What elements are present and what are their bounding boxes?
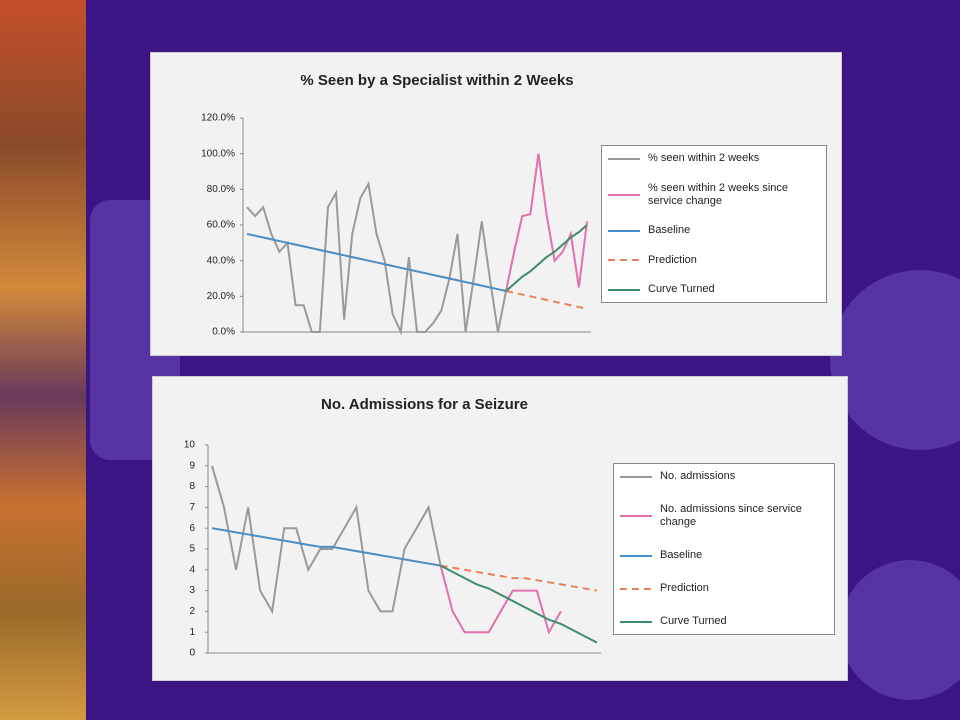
chart: % Seen by a Specialist within 2 Weeks 0.0… [201,72,591,338]
legend-entry: No. admissions since service change [618,503,830,529]
legend-label: % seen within 2 weeks since service chan… [648,181,789,207]
legend-entry: Baseline [618,549,830,562]
legend-swatch [620,475,652,478]
y-tick-label: 3 [189,585,195,596]
legend-swatch [620,515,652,517]
legend: % seen within 2 weeks % seen within 2 wee… [601,145,827,303]
legend-label: Prediction [660,582,709,594]
legend-label: No. admissions [660,470,736,482]
legend-swatch [608,229,640,232]
y-tick-label: 60.0% [207,220,235,231]
chart-title: % Seen by a Specialist within 2 Weeks [300,72,573,89]
legend-entry: Curve Turned [606,283,822,296]
series-line [246,232,507,292]
chart-title: No. Admissions for a Seizure [321,396,528,413]
y-tick-label: 5 [189,544,195,555]
legend-label: Curve Turned [648,283,715,295]
y-tick-label: 20.0% [207,291,235,302]
y-tick-label: 6 [189,523,195,534]
legend-entry: % seen within 2 weeks [606,152,822,165]
y-tick-label: 80.0% [207,184,235,195]
series-line [505,153,588,292]
legend-entry: Baseline [606,224,822,237]
decorative-gear [830,270,960,450]
y-tick-label: 100.0% [201,148,235,159]
legend-swatch [620,554,652,557]
y-tick-label: 2 [189,606,195,617]
legend-label: No. admissions since service change [660,503,802,528]
legend-label: % seen within 2 weeks [648,152,760,164]
y-tick-label: 40.0% [207,255,235,266]
series-line [440,564,598,592]
y-tick-label: 1 [189,627,195,638]
series-line [439,565,562,635]
series-line [440,564,598,644]
series-line [211,465,442,615]
series-line [246,181,508,336]
legend: No. admissions No. admissions since servi… [613,463,835,635]
chart-panel: % Seen by a Specialist within 2 Weeks 0.0… [150,52,842,356]
series-line [211,527,441,567]
y-tick-label: 8 [189,481,195,492]
legend-entry: % seen within 2 weeks since service chan… [606,182,822,208]
y-tick-label: 0 [189,648,195,659]
y-tick-label: 120.0% [201,113,235,124]
legend-label: Baseline [660,549,703,561]
legend-label: Curve Turned [660,615,727,627]
legend-entry: Prediction [618,582,830,595]
legend-swatch [620,620,652,623]
decorative-strip [0,0,86,720]
legend-swatch [608,288,640,291]
chart: No. Admissions for a Seizure 0 1 2 3 4 5 6 7 8 9 10 [184,396,601,659]
y-tick-label: 9 [189,460,195,471]
y-tick-label: 0.0% [212,327,235,338]
y-tick-label: 4 [189,564,195,575]
legend-swatch [608,259,640,261]
decorative-gear [840,560,960,700]
series-line [505,224,588,292]
legend-label: Baseline [648,224,691,236]
legend-label: Prediction [648,253,697,266]
legend-entry: No. admissions [618,470,830,483]
legend-entry: Curve Turned [618,615,830,628]
legend-swatch [620,587,652,590]
legend-swatch [608,157,640,160]
series-line [505,290,588,310]
legend-entry: Prediction [606,254,822,267]
y-tick-label: 10 [184,440,196,451]
y-tick-label: 7 [189,502,195,513]
legend-swatch [608,193,640,196]
chart-panel: No. Admissions for a Seizure 0 1 2 3 4 5 6 7 8 9 10… [152,376,848,681]
